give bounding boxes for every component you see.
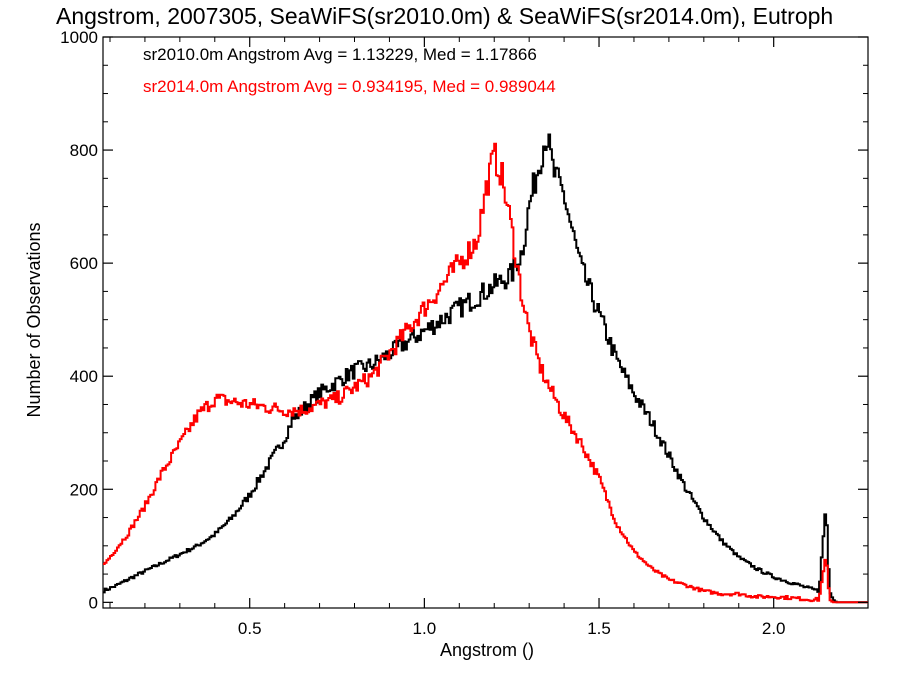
series-line-2 xyxy=(103,142,868,604)
plot-area xyxy=(102,36,869,609)
y-tick-label: 800 xyxy=(70,141,98,160)
chart-title: Angstrom, 2007305, SeaWiFS(sr2010.0m) & … xyxy=(56,3,833,29)
y-tick-label: 400 xyxy=(70,367,98,386)
series-layer xyxy=(103,133,868,604)
x-tick-label: 1.5 xyxy=(587,619,611,638)
y-tick-label: 600 xyxy=(70,254,98,273)
y-tick-label: 1000 xyxy=(60,28,98,47)
y-tick-label: 200 xyxy=(70,480,98,499)
x-tick-label: 2.0 xyxy=(762,619,786,638)
series-line-1 xyxy=(103,133,868,604)
ticks-layer: 0.5 1.0 1.5 2.0 0 200 400 600 800 1000 xyxy=(60,28,868,638)
x-tick-label: 0.5 xyxy=(238,619,262,638)
plot-frame xyxy=(102,36,869,609)
x-tick-label: 1.0 xyxy=(413,619,437,638)
legend-annotation-sr2014: sr2014.0m Angstrom Avg = 0.934195, Med =… xyxy=(143,77,556,96)
x-axis-label: Angstrom () xyxy=(440,640,534,660)
y-axis-label: Number of Observations xyxy=(24,222,44,417)
legend-annotation-sr2010: sr2010.0m Angstrom Avg = 1.13229, Med = … xyxy=(143,45,537,64)
y-tick-label: 0 xyxy=(89,593,98,612)
